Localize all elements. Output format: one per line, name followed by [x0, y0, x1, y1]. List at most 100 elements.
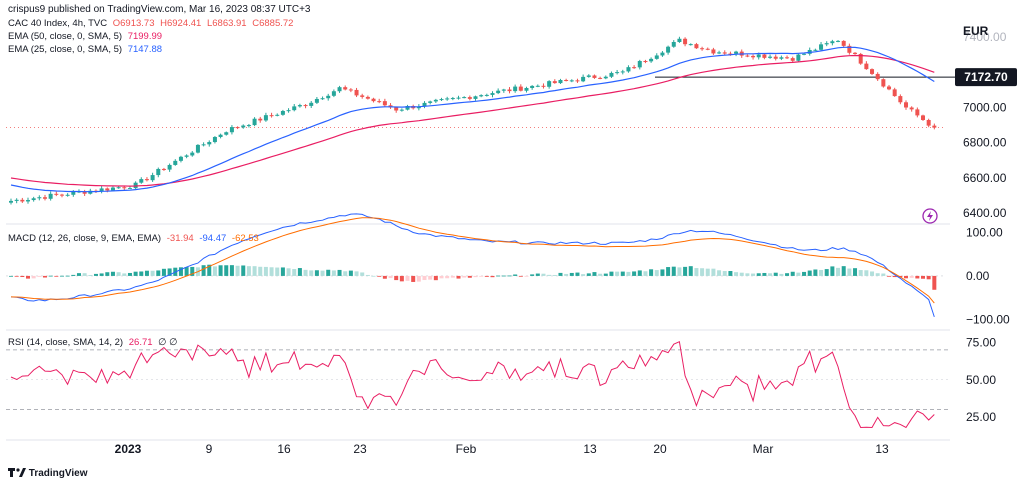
macd-histogram [9, 264, 937, 290]
candle [456, 95, 461, 100]
macd-bar [819, 269, 824, 276]
candle-body [433, 99, 438, 102]
candle-body [127, 188, 132, 190]
candle-body [830, 41, 835, 44]
macd-bar [263, 266, 268, 276]
macd-bar [343, 271, 348, 276]
candle [858, 52, 863, 65]
candle [722, 50, 727, 56]
candle [439, 97, 444, 101]
candle [241, 124, 246, 129]
macd-bar [722, 271, 727, 276]
macd-bar [660, 269, 665, 276]
candle-body [632, 67, 637, 69]
macd-bar [314, 270, 319, 276]
time-axis-tick: 20 [653, 442, 667, 456]
macd-bar [286, 268, 291, 276]
macd-bar [598, 273, 603, 276]
macd-bar [82, 273, 87, 276]
candle-body [37, 197, 42, 199]
publisher-note: crispus9 published on TradingView.com, M… [8, 4, 311, 15]
macd-bar [592, 272, 597, 276]
macd-bar [42, 275, 47, 278]
candle [654, 53, 659, 60]
rsi-line [10, 340, 935, 429]
candle-body [348, 89, 353, 91]
candle [467, 95, 472, 101]
candle [507, 87, 512, 94]
candle-body [518, 86, 523, 91]
candle [830, 39, 835, 46]
time-axis-tick: 23 [353, 442, 367, 456]
macd-bar [858, 270, 863, 276]
macd-bar [445, 275, 450, 279]
macd-bar [88, 274, 93, 276]
macd-bar [99, 273, 104, 276]
candle-body [167, 164, 172, 170]
macd-bar [365, 274, 370, 276]
macd-bar [411, 275, 416, 282]
macd-bar [864, 270, 869, 276]
macd-bar [224, 265, 229, 276]
macd-bar [93, 273, 98, 276]
macd-bar [133, 271, 138, 276]
candle-body [507, 89, 512, 92]
macd-bar [666, 267, 671, 276]
candle [904, 100, 909, 110]
macd-line [10, 213, 935, 318]
macd-bar [603, 273, 608, 276]
macd-bar [490, 275, 495, 278]
macd-bar [54, 275, 59, 277]
macd-bar [637, 270, 642, 276]
candle-body [660, 52, 665, 56]
candle-body [598, 77, 603, 79]
candle [711, 47, 716, 55]
candle-body [178, 156, 183, 161]
candle-body [473, 96, 478, 99]
candle-body [122, 187, 127, 189]
candle-body [150, 175, 155, 181]
candle [785, 55, 790, 59]
macd-bar [394, 275, 399, 281]
candle-body [360, 95, 365, 97]
candle-body [416, 106, 421, 109]
candle-body [841, 40, 846, 46]
lightning-icon-bolt [927, 211, 933, 221]
macd-bar [479, 275, 484, 277]
close-value: C6885.72 [252, 18, 294, 29]
candle-body [280, 110, 285, 115]
candle-body [524, 87, 529, 91]
macd-bar [915, 275, 920, 279]
macd-bar [541, 273, 546, 276]
candle-body [292, 106, 297, 111]
candle-body [575, 80, 580, 82]
candle [496, 88, 501, 95]
macd-bar [122, 273, 127, 276]
candle-body [501, 89, 506, 91]
macd-bar [433, 275, 438, 281]
candle [841, 40, 846, 48]
macd-bar [875, 273, 880, 276]
candle-body [626, 67, 631, 72]
candle [20, 197, 25, 203]
time-axis-tick: Feb [456, 442, 477, 456]
candle [263, 112, 268, 122]
candle [82, 189, 87, 196]
macd-bar [870, 271, 875, 276]
candle-body [224, 132, 229, 135]
candle [813, 48, 818, 52]
candle [331, 89, 336, 98]
candle [575, 78, 580, 83]
candle [932, 123, 937, 130]
macd-bar [785, 273, 790, 276]
candle [666, 45, 671, 55]
macd-axis-tick: 0.00 [966, 269, 990, 283]
macd-bar [518, 275, 523, 277]
candle-body [246, 125, 251, 127]
macd-bar [609, 271, 614, 276]
candle [433, 98, 438, 103]
candle-body [326, 95, 331, 99]
open-value: O6913.73 [112, 18, 155, 29]
candle [309, 101, 314, 109]
